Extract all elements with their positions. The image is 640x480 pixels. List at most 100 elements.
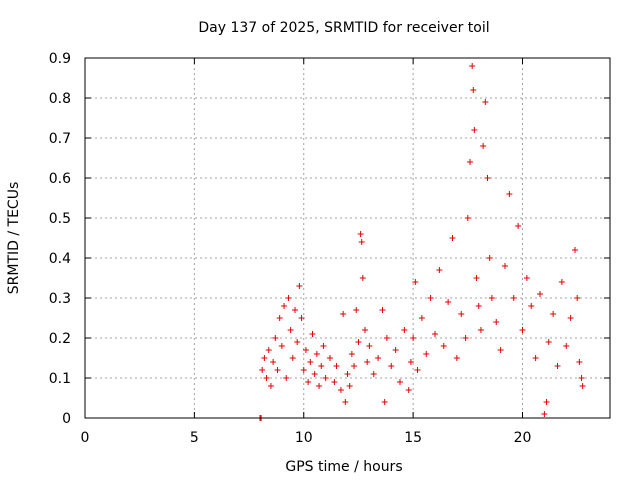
x-tick-labels: 0 5 10 15 20	[81, 430, 532, 446]
data-point	[261, 355, 268, 361]
data-point	[305, 379, 312, 385]
data-point	[537, 291, 543, 297]
data-point	[294, 339, 301, 345]
data-point	[342, 399, 349, 405]
data-point	[445, 299, 452, 305]
plot-frame	[84, 57, 611, 419]
data-point	[436, 267, 443, 273]
data-point	[300, 367, 307, 373]
y-tick-label: 0.2	[49, 331, 71, 347]
data-point	[283, 375, 290, 381]
data-point	[414, 367, 421, 373]
data-point	[392, 347, 399, 353]
data-point	[322, 375, 329, 381]
data-point	[364, 359, 371, 365]
data-point	[574, 295, 581, 301]
y-tick-labels: 0 0.1 0.2 0.3 0.4 0.5 0.6 0.7 0.8 0.9	[49, 51, 71, 427]
data-point	[370, 371, 377, 377]
y-tick-label: 0.7	[49, 131, 71, 147]
data-point	[497, 347, 504, 353]
data-point	[412, 279, 419, 285]
data-point	[285, 295, 292, 301]
data-point	[397, 379, 403, 385]
data-point	[543, 399, 550, 405]
y-tick-label: 0.6	[49, 171, 71, 187]
data-point	[482, 99, 489, 105]
data-point	[333, 363, 340, 369]
data-point	[344, 371, 351, 377]
data-point	[272, 335, 279, 341]
data-point	[316, 383, 323, 389]
data-point	[475, 303, 482, 309]
data-point	[379, 307, 386, 313]
data-point	[502, 263, 508, 269]
data-point	[477, 327, 484, 333]
data-point	[405, 387, 412, 393]
data-point	[545, 339, 552, 345]
data-point	[359, 275, 366, 281]
data-point	[276, 315, 283, 321]
x-tick-label: 5	[190, 430, 199, 446]
data-point	[470, 87, 477, 93]
axis-ticks	[84, 57, 610, 419]
data-point	[267, 383, 274, 389]
y-tick-label: 0.5	[49, 211, 71, 227]
data-point	[274, 367, 281, 373]
y-tick-label: 0.3	[49, 291, 71, 307]
data-point	[418, 315, 425, 321]
data-point	[506, 191, 513, 197]
y-tick-label: 0.9	[49, 51, 71, 67]
data-point	[578, 375, 585, 381]
data-point	[515, 223, 522, 229]
data-point	[355, 339, 362, 345]
data-points	[257, 63, 586, 421]
y-tick-label: 0.8	[49, 91, 71, 107]
grid-lines	[85, 58, 610, 418]
data-point	[471, 127, 478, 133]
data-point	[510, 295, 517, 301]
data-point	[473, 275, 480, 281]
y-axis-label: SRMTID / TECUs	[6, 182, 22, 295]
data-point	[427, 295, 434, 301]
data-point	[554, 363, 561, 369]
y-tick-label: 0.1	[49, 371, 71, 387]
data-point	[311, 371, 318, 377]
data-point	[265, 347, 272, 353]
data-point	[309, 331, 316, 337]
data-point	[366, 343, 373, 349]
data-point	[381, 399, 388, 405]
data-point	[289, 355, 296, 361]
data-point	[523, 275, 530, 281]
data-point	[351, 363, 358, 369]
data-point	[320, 343, 327, 349]
data-point	[493, 319, 500, 325]
chart-title: Day 137 of 2025, SRMTID for receiver toi…	[198, 20, 489, 36]
data-point	[532, 355, 539, 361]
x-axis-label: GPS time / hours	[285, 459, 402, 475]
data-point	[449, 235, 456, 241]
data-point	[567, 315, 574, 321]
data-point	[440, 343, 447, 349]
data-point	[287, 327, 294, 333]
data-point	[383, 335, 390, 341]
data-point	[550, 311, 557, 317]
data-point	[558, 279, 565, 285]
data-point	[307, 359, 314, 365]
data-point	[464, 215, 471, 221]
data-point	[313, 351, 320, 357]
data-point	[331, 379, 338, 385]
data-point	[458, 311, 465, 317]
data-point	[281, 303, 288, 309]
data-point	[407, 359, 414, 365]
data-point	[453, 355, 460, 361]
y-tick-label: 0	[62, 411, 71, 427]
y-tick-label: 0.4	[49, 251, 71, 267]
data-point	[270, 359, 277, 365]
data-point	[484, 175, 491, 181]
data-point	[488, 295, 495, 301]
data-point	[462, 335, 469, 341]
data-point	[348, 351, 355, 357]
data-point	[292, 307, 298, 313]
